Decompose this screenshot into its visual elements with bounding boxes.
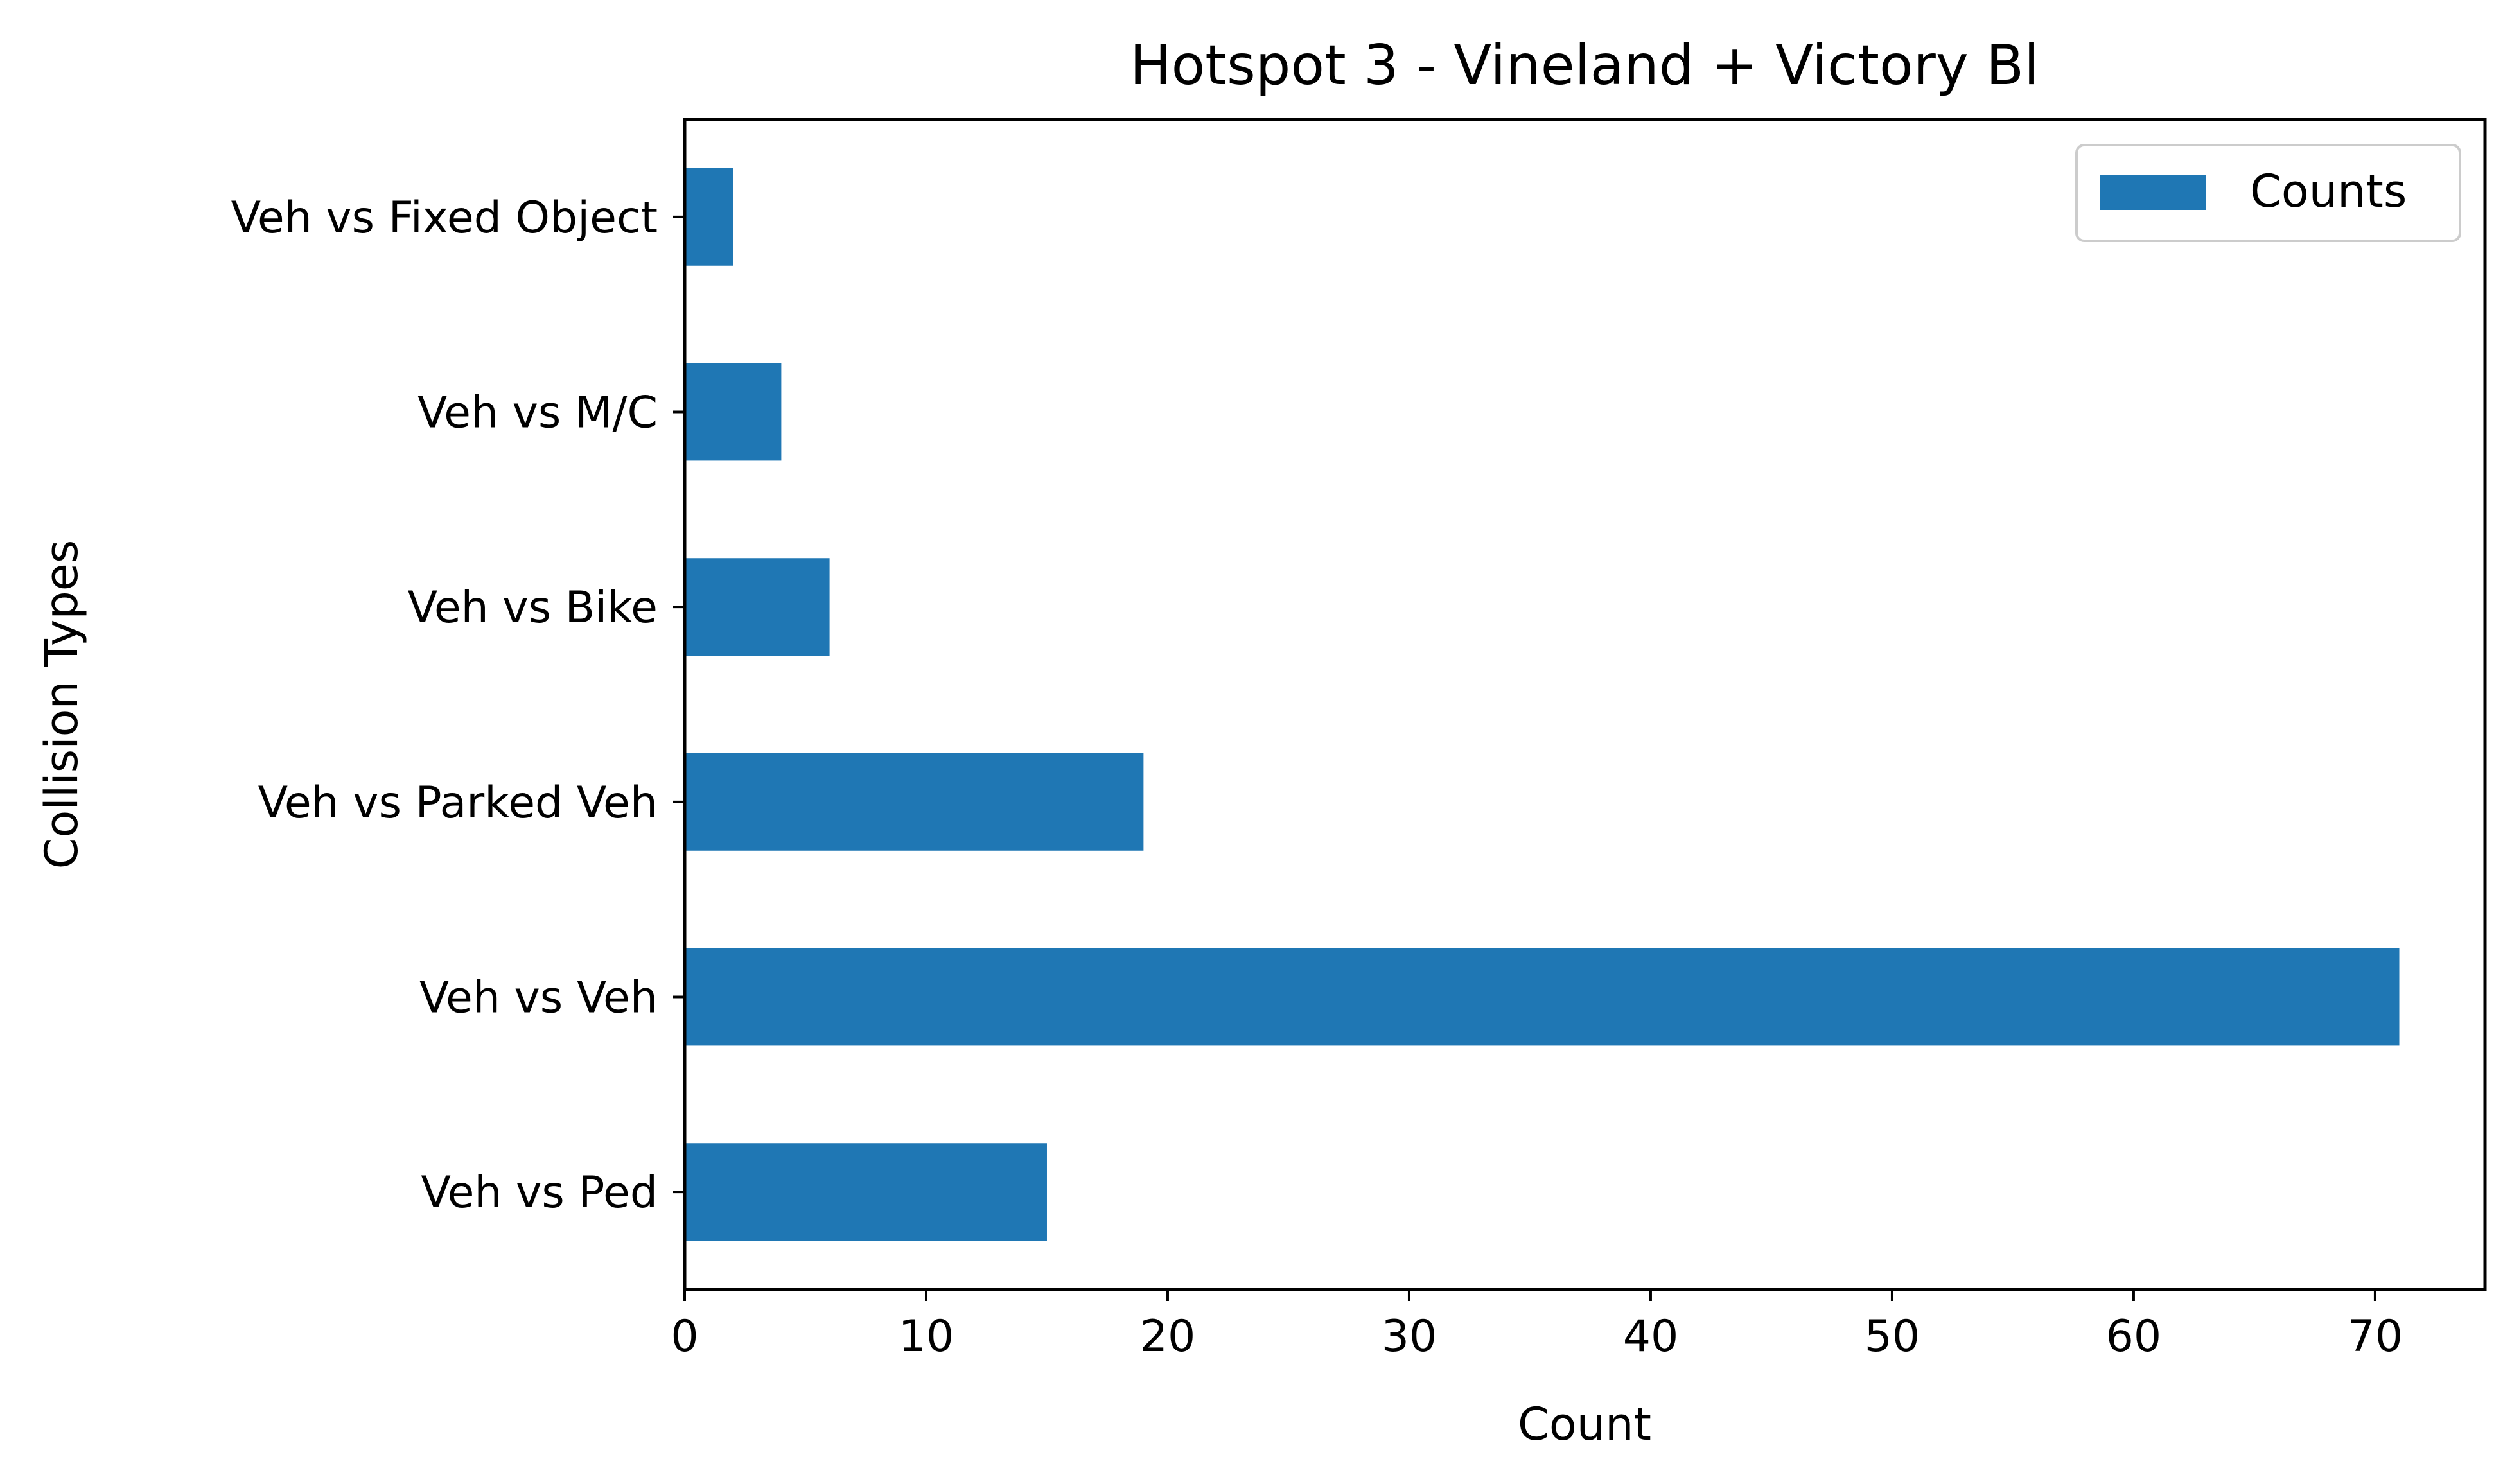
bar-5	[685, 168, 733, 266]
legend-label: Counts	[2250, 165, 2407, 218]
legend-frame	[2075, 144, 2461, 242]
bar-1	[685, 948, 2400, 1046]
legend-swatch	[2100, 175, 2206, 210]
x-tick-label-5: 50	[1865, 1311, 1920, 1362]
plot-frame	[683, 118, 2487, 1291]
x-tick-label-0: 0	[671, 1311, 698, 1362]
y-axis-ticks: Veh vs Ped Veh vs Veh Veh vs Parked Veh Veh…	[231, 193, 685, 1218]
x-axis-ticks: 0 10 20 30 40 50 60 70	[671, 1289, 2403, 1362]
x-tick-label-7: 70	[2348, 1311, 2403, 1362]
chart-title: Hotspot 3 - Vineland + Victory Bl	[1130, 33, 2039, 98]
x-tick-label-4: 40	[1623, 1311, 1679, 1362]
y-tick-label-1: Veh vs Veh	[419, 973, 658, 1024]
y-tick-label-3: Veh vs Bike	[408, 582, 658, 633]
y-tick-label-0: Veh vs Ped	[421, 1167, 658, 1218]
y-axis-label: Collision Types	[35, 540, 88, 869]
legend: Counts	[2075, 144, 2461, 242]
y-tick-label-2: Veh vs Parked Veh	[258, 778, 658, 828]
bars	[685, 168, 2400, 1241]
y-tick-label-4: Veh vs M/C	[417, 388, 658, 439]
bar-0	[685, 1143, 1047, 1241]
bar-3	[685, 558, 830, 656]
bar-4	[685, 363, 782, 461]
bar-2	[685, 753, 1144, 851]
y-tick-label-5: Veh vs Fixed Object	[231, 193, 658, 243]
x-axis-label: Count	[1518, 1398, 1651, 1451]
x-tick-label-3: 30	[1382, 1311, 1437, 1362]
x-tick-label-2: 20	[1140, 1311, 1196, 1362]
x-tick-label-1: 10	[899, 1311, 954, 1362]
x-tick-label-6: 60	[2106, 1311, 2162, 1362]
